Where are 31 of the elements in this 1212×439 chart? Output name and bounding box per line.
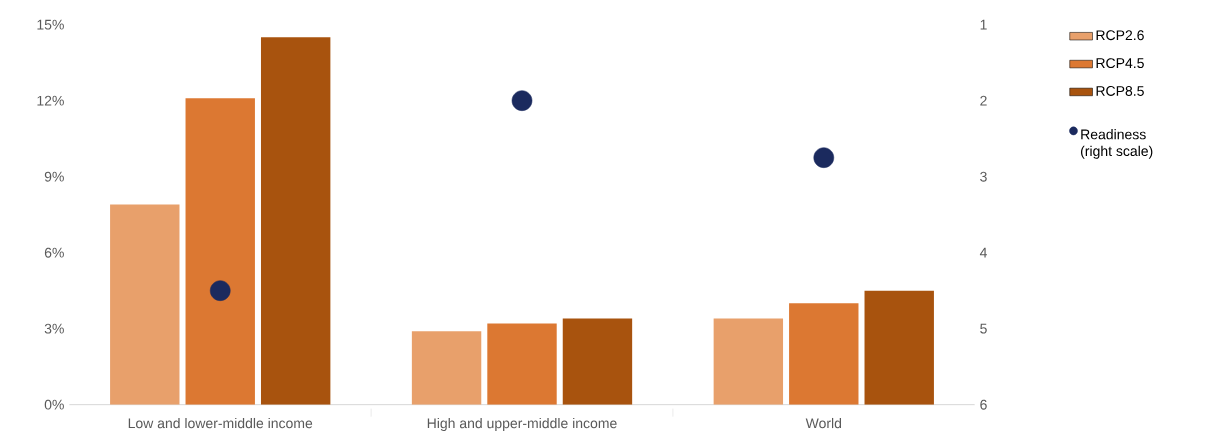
x-tick-label: Low and lower-middle income bbox=[128, 418, 313, 429]
legend-label: RCP2.6 bbox=[1096, 30, 1144, 41]
bar bbox=[789, 303, 859, 405]
legend-label: Readiness (right scale) bbox=[1081, 129, 1153, 159]
bar bbox=[713, 318, 784, 405]
x-tick-label: World bbox=[805, 418, 842, 429]
x-tick-label: High and upper-middle income bbox=[427, 418, 617, 432]
y-tick-label: 9% bbox=[44, 171, 64, 182]
bar bbox=[110, 204, 180, 405]
point bbox=[209, 280, 231, 302]
legend-label: RCP8.5 bbox=[1096, 86, 1144, 97]
y-tick-label: 6% bbox=[44, 247, 64, 258]
bar bbox=[260, 37, 331, 405]
y2-tick-label: 3 bbox=[980, 171, 987, 182]
y2-tick-label: 2 bbox=[980, 95, 987, 106]
bar bbox=[562, 318, 633, 405]
y2-tick-label: 6 bbox=[980, 399, 987, 410]
y2-tick-label: 5 bbox=[980, 323, 987, 334]
y-tick-label: 3% bbox=[44, 323, 64, 334]
y2-tick-label: 1 bbox=[980, 20, 987, 30]
point bbox=[813, 147, 835, 169]
bar bbox=[487, 323, 557, 405]
bar bbox=[185, 98, 255, 405]
bar bbox=[411, 331, 482, 405]
point bbox=[511, 90, 533, 112]
legend-label: RCP4.5 bbox=[1096, 58, 1144, 69]
bar bbox=[864, 290, 934, 405]
y-tick-label: 0% bbox=[44, 399, 64, 410]
y-tick-label: 15% bbox=[37, 19, 64, 30]
y-tick-label: 12% bbox=[37, 95, 64, 106]
y2-tick-label: 4 bbox=[979, 248, 987, 258]
